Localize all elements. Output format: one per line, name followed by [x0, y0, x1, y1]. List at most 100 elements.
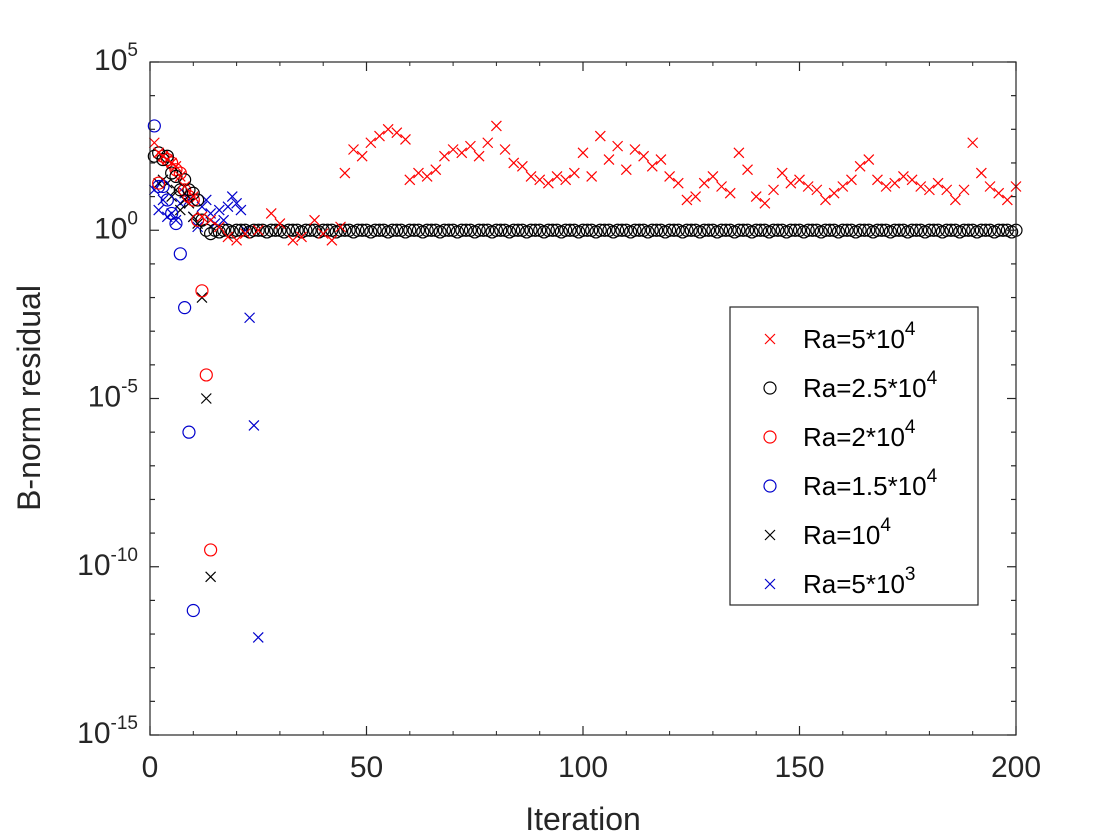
data-point: [508, 157, 520, 169]
data-point: [992, 223, 1006, 237]
data-point: [620, 164, 632, 176]
legend-marker: [764, 333, 776, 345]
data-point: [736, 223, 750, 237]
data-point: [802, 181, 814, 192]
data-point: [870, 223, 885, 237]
data-point: [672, 177, 684, 189]
data-point: [742, 164, 753, 176]
data-point: [560, 174, 572, 186]
x-axis-title: Iteration: [525, 801, 641, 837]
data-point: [178, 301, 192, 315]
data-point: [204, 227, 218, 241]
data-point: [1001, 194, 1013, 206]
data-point: [157, 194, 169, 206]
data-point: [534, 174, 546, 186]
data-point: [828, 187, 840, 199]
data-point: [252, 224, 264, 236]
data-point: [632, 223, 646, 237]
data-point: [199, 368, 213, 382]
legend-entry: Ra=1.5*104: [763, 466, 938, 501]
data-point: [148, 137, 160, 149]
data-point: [593, 223, 607, 237]
data-point: [173, 166, 187, 180]
data-point: [368, 223, 382, 237]
data-point: [771, 223, 785, 237]
legend-label: Ra=2*104: [803, 417, 916, 452]
data-point: [909, 223, 924, 237]
data-point: [231, 197, 243, 209]
data-point: [974, 223, 988, 237]
data-point: [811, 184, 823, 196]
data-point: [719, 223, 733, 237]
data-point: [714, 223, 729, 237]
data-point: [680, 223, 694, 237]
data-point: [580, 223, 594, 237]
data-point: [684, 223, 698, 237]
data-point: [857, 223, 872, 237]
data-point: [476, 223, 491, 237]
data-point: [372, 223, 387, 237]
data-point: [768, 184, 779, 196]
data-point: [629, 144, 641, 155]
data-point: [551, 170, 563, 182]
data-point: [516, 160, 528, 172]
data-point: [967, 137, 979, 149]
data-point: [949, 194, 961, 206]
data-point: [788, 223, 802, 237]
legend-marker: [763, 479, 777, 493]
data-point: [892, 223, 906, 237]
data-point: [646, 160, 658, 172]
data-point: [611, 223, 625, 237]
data-point: [507, 223, 521, 237]
data-point: [421, 170, 433, 182]
data-point: [152, 176, 166, 190]
data-point: [490, 120, 502, 132]
data-point: [724, 187, 736, 199]
data-point: [473, 150, 485, 162]
data-point: [459, 223, 473, 237]
data-point: [403, 223, 417, 237]
data-point: [805, 223, 820, 237]
x-tick-label: 150: [774, 751, 824, 784]
data-point: [169, 169, 183, 184]
data-point: [577, 147, 589, 159]
data-point: [776, 167, 788, 179]
data-point: [251, 223, 265, 237]
data-point: [239, 228, 251, 240]
data-point: [784, 223, 798, 237]
data-point: [169, 163, 183, 177]
data-point: [200, 393, 212, 404]
data-point: [603, 154, 615, 166]
data-point: [456, 147, 468, 159]
data-point: [923, 184, 935, 196]
data-point: [615, 223, 629, 237]
data-point: [166, 208, 178, 219]
data-point: [170, 160, 182, 172]
data-point: [489, 223, 503, 237]
data-point: [286, 223, 300, 237]
data-point: [296, 231, 307, 243]
data-point: [889, 177, 901, 189]
data-point: [984, 181, 996, 192]
data-point: [750, 191, 762, 203]
legend-label: Ra=5*103: [803, 564, 916, 599]
data-point: [156, 179, 170, 194]
series-4: [147, 119, 200, 618]
data-point: [690, 191, 702, 203]
data-point: [173, 247, 187, 261]
data-point: [541, 223, 555, 237]
legend-entry: Ra=104: [764, 515, 891, 550]
data-point: [853, 223, 867, 237]
data-point: [628, 223, 642, 237]
data-point: [667, 223, 681, 237]
data-point: [823, 223, 837, 237]
data-point: [179, 181, 191, 192]
data-point: [339, 167, 351, 179]
data-point: [940, 223, 954, 237]
data-point: [961, 223, 975, 237]
data-point: [182, 425, 196, 439]
data-point: [759, 197, 771, 209]
data-point: [157, 150, 169, 162]
x-tick-label: 200: [991, 751, 1041, 784]
